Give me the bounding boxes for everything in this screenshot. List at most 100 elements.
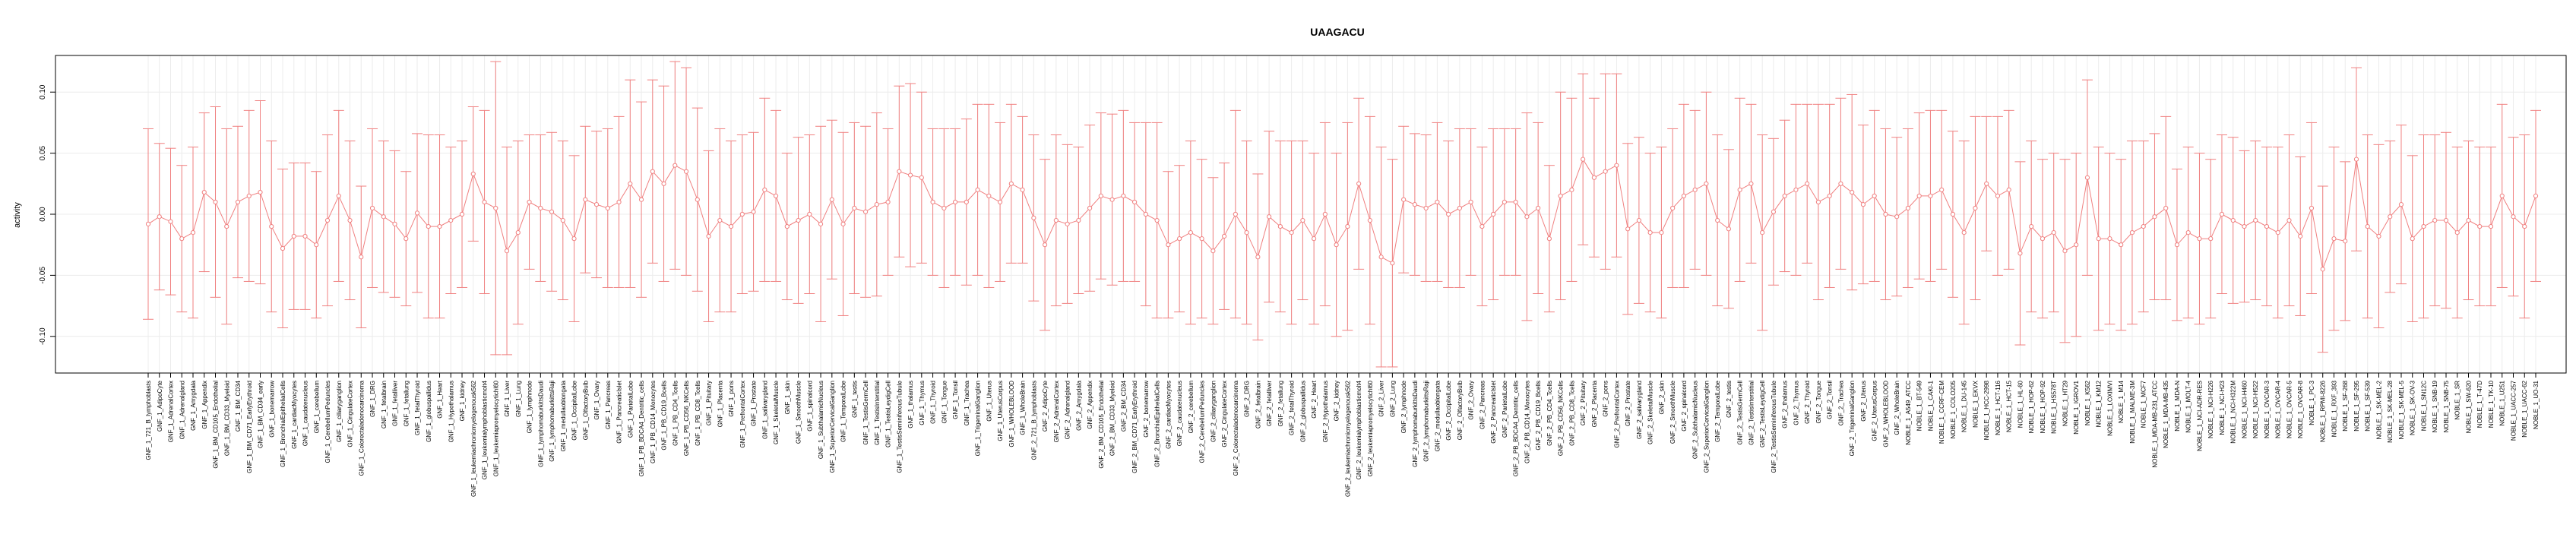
x-tick-label: NOBLE_1_OVCAR-8: [2297, 380, 2304, 438]
data-point: [1031, 215, 1036, 220]
x-tick-label: GNF_1_TemporalLobe: [840, 380, 847, 441]
data-point: [885, 199, 891, 205]
x-tick-label: GNF_2_kidney: [1334, 381, 1340, 421]
data-point: [1468, 199, 1473, 205]
x-tick-label: GNF_1_BM_CD71_EarlyErythroid: [246, 381, 253, 473]
data-point: [907, 172, 913, 178]
x-tick-label: GNF_2_TestisSeminiferousTubule: [1771, 380, 1777, 473]
data-point: [235, 199, 241, 205]
data-point: [549, 209, 555, 214]
x-tick-label: GNF_1_Appendix: [201, 381, 208, 429]
data-point: [1569, 187, 1574, 192]
data-point: [593, 202, 600, 207]
x-tick-label: GNF_1_Prostate: [751, 380, 758, 426]
x-tick-label: NOBLE_1_CCRF-CEM: [1938, 381, 1945, 444]
x-tick-label: GNF_2_PancreaticIslet: [1490, 380, 1497, 443]
y-tick-label: -0.05: [39, 267, 47, 284]
x-tick-label: GNF_2_AdrenalCortex: [1053, 381, 1060, 442]
x-tick-label: GNF_1_leukemiapromyelocytichl60: [492, 380, 499, 476]
data-point: [1076, 217, 1081, 223]
data-point: [2141, 223, 2146, 229]
data-point: [2432, 217, 2438, 223]
x-tick-label: GNF_2_leukemiachronicmyelogenousk562: [1344, 380, 1351, 497]
data-point: [2185, 230, 2191, 236]
x-tick-label: NOBLE_1_LOXIMVI: [2106, 381, 2113, 436]
data-point: [2454, 230, 2460, 236]
data-point: [2477, 223, 2483, 229]
x-tick-label: GNF_1_thalamus: [907, 381, 914, 428]
data-point: [1322, 211, 1328, 217]
x-tick-label: GNF_2_BM_CD71_EarlyErythroid: [1131, 381, 1138, 473]
data-point: [1928, 193, 1933, 198]
x-tick-label: GNF_1_leukemiachronicmyelogenousk562: [470, 380, 477, 497]
data-point: [280, 245, 286, 251]
data-point: [2286, 217, 2292, 223]
data-point: [2242, 223, 2247, 229]
x-tick-label: GNF_2_Thyroid: [1804, 381, 1811, 424]
data-point: [1760, 230, 1765, 236]
data-point: [1681, 193, 1687, 198]
data-point: [2208, 236, 2214, 242]
data-point: [157, 214, 162, 220]
data-point: [426, 223, 431, 229]
x-tick-label: NOBLE_1_HOP-62: [2028, 380, 2035, 433]
data-point: [1704, 181, 1709, 186]
x-tick-label: GNF_2_Trachea: [1837, 380, 1844, 425]
data-point: [807, 211, 812, 217]
data-point: [369, 205, 375, 211]
x-tick-label: GNF_1_SuperiorCervicalGanglion: [829, 381, 836, 473]
data-point: [1614, 163, 1619, 168]
x-tick-label: GNF_1_PB_CD4_Tcells: [672, 381, 679, 446]
x-tick-label: GNF_1_BM_CD34: [235, 380, 242, 432]
x-tick-label: GNF_2_salivarygland: [1636, 381, 1643, 439]
data-point: [213, 199, 218, 205]
x-tick-label: NOBLE_1_M14: [2118, 380, 2125, 423]
data-point: [145, 221, 151, 226]
x-tick-label: GNF_2_cerebellum: [1188, 381, 1195, 434]
x-tick-label: NOBLE_1_TK-10: [2488, 380, 2495, 428]
data-point: [605, 205, 610, 211]
x-tick-label: GNF_1_AdipoCyte: [157, 380, 163, 432]
x-tick-label: GNF_2_WholeBrain: [1894, 381, 1900, 435]
data-point: [1199, 236, 1204, 242]
x-tick-label: GNF_2_Placenta: [1591, 380, 1598, 427]
data-point: [1390, 261, 1395, 266]
data-point: [1973, 205, 1978, 211]
x-tick-label: NOBLE_1_DU-145: [1961, 380, 1968, 432]
x-tick-label: GNF_2_PB_CD19_Bcells: [1535, 381, 1542, 451]
x-tick-label: GNF_1_PB_CD14_Monocytes: [650, 381, 657, 463]
data-point: [1435, 199, 1440, 205]
data-point: [1558, 193, 1563, 198]
x-tick-label: GNF_2_BM_CD34: [1120, 380, 1127, 432]
data-point: [2343, 239, 2348, 244]
x-tick-label: GNF_1_testis: [851, 381, 858, 418]
x-tick-label: NOBLE_1_NCI-H460: [2241, 380, 2248, 438]
x-tick-label: GNF_2_cardiacMyocytes: [1165, 381, 1172, 449]
x-tick-label: GNF_1_fetallung: [403, 381, 410, 426]
data-point: [2298, 233, 2303, 239]
data-point: [2320, 267, 2325, 272]
x-tick-label: GNF_1_pons: [728, 381, 735, 417]
x-tick-label: GNF_1_CerebellumPeduncles: [324, 381, 331, 463]
data-point: [1267, 214, 1272, 220]
data-point: [190, 230, 196, 236]
data-point: [2017, 251, 2023, 256]
data-point: [515, 230, 521, 236]
x-tick-label: GNF_2_pons: [1603, 381, 1609, 417]
x-tick-label: GNF_1_Thyroid: [930, 381, 937, 424]
data-point: [952, 199, 958, 205]
x-tick-label: GNF_2_Tonsil: [1827, 381, 1834, 419]
x-tick-label: NOBLE_1_IGROV1: [2073, 380, 2080, 434]
x-tick-label: GNF_2_UterusCorpus: [1872, 381, 1878, 441]
data-point: [246, 193, 252, 198]
data-point: [571, 236, 577, 242]
data-point: [1401, 197, 1407, 202]
x-tick-label: NOBLE_1_SK-OV-3: [2410, 380, 2416, 435]
x-tick-label: GNF_1_TestisInterstitial: [874, 381, 881, 445]
x-axis: GNF_1_721_B_lymphoblasts GNF_1_AdipoCyte G…: [145, 373, 2540, 497]
data-point: [672, 163, 678, 168]
x-tick-label: GNF_2_TemporalLobe: [1714, 380, 1721, 441]
data-point: [1132, 199, 1138, 205]
y-tick-label: 0.05: [39, 145, 47, 160]
data-point: [1950, 211, 1956, 217]
